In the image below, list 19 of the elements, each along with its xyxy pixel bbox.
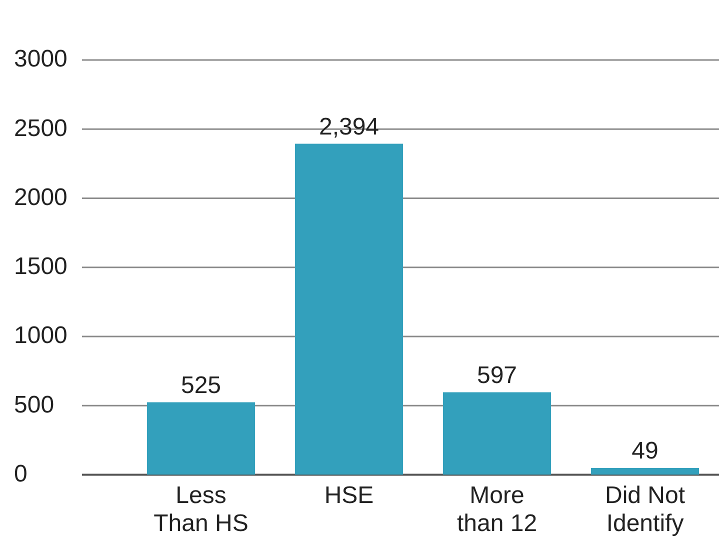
x-tick-label: More than 12 [456, 482, 538, 537]
y-tick-label: 3000 [14, 46, 68, 73]
x-tick-label: Less Than HS [154, 482, 248, 537]
data-label: 525 [180, 372, 222, 399]
data-label: 2,394 [318, 113, 380, 140]
data-label: 597 [476, 362, 518, 389]
y-tick-label: 1500 [14, 253, 68, 280]
x-tick-label: HSE [324, 482, 374, 510]
bar [442, 392, 552, 475]
y-tick-label: 0 [14, 460, 28, 488]
data-label: 49 [632, 438, 658, 465]
x-tick-label: Did Not Identify [604, 482, 686, 537]
bar [294, 144, 404, 475]
y-tick-label: 2000 [14, 184, 68, 211]
bar [146, 402, 256, 475]
y-tick-label: 2500 [14, 114, 68, 142]
y-tick-label: 500 [14, 391, 54, 418]
bar [590, 468, 700, 475]
y-tick-label: 1000 [14, 322, 68, 350]
